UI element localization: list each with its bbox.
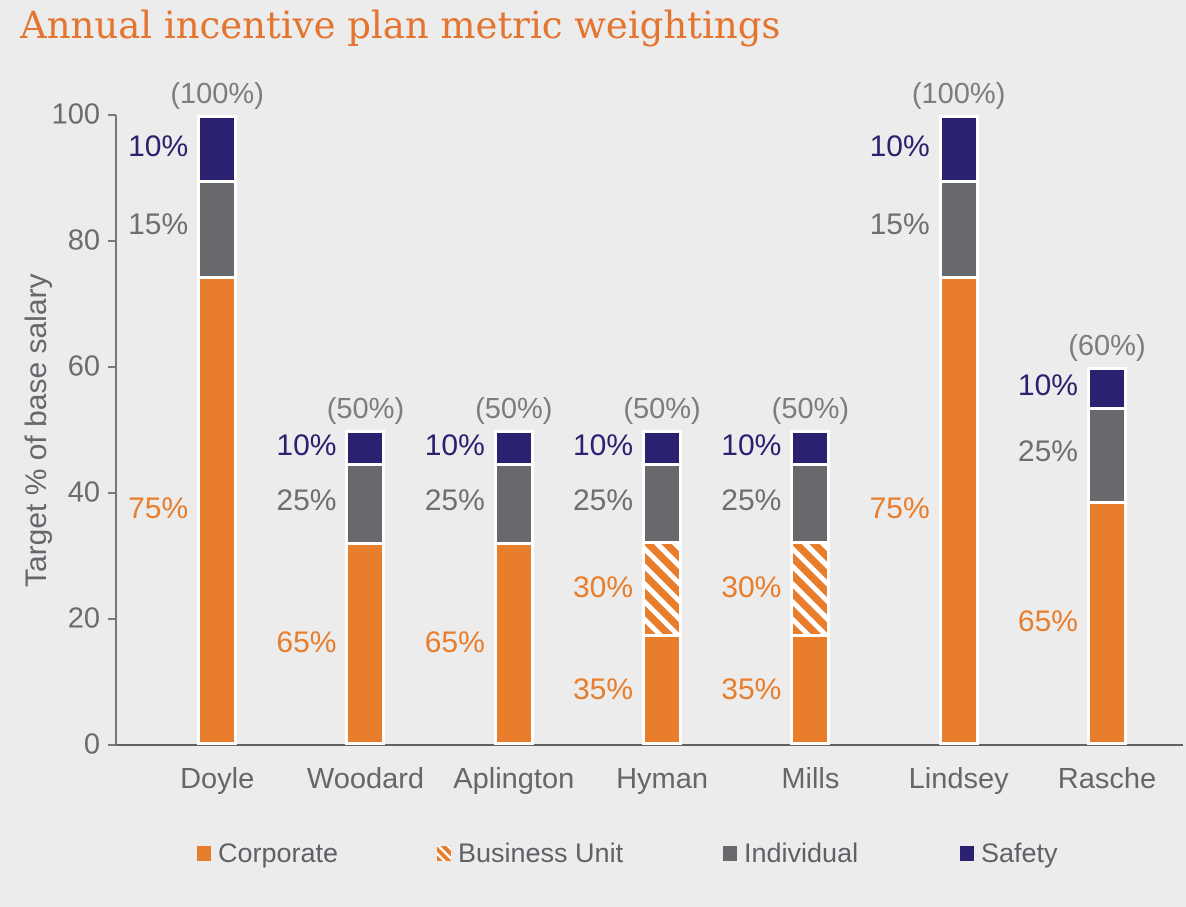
y-tick-mark: [108, 744, 116, 746]
bar-hyman: [642, 430, 683, 745]
bar-rasche: [1086, 367, 1127, 745]
segment-label-corporate-woodard: 65%: [276, 625, 337, 659]
bar-woodard: [345, 430, 386, 745]
bar-segment-corporate: [941, 278, 976, 742]
bar-segment-individual: [793, 466, 828, 541]
bar-segment-corporate: [496, 545, 531, 742]
legend: Corporate Business Unit Individual Safety: [0, 838, 1186, 870]
bar-segment-individual: [496, 466, 531, 543]
legend-swatch-corporate-icon: [197, 846, 211, 861]
y-tick-mark: [108, 240, 116, 242]
y-tick-mark: [108, 618, 116, 620]
y-axis-line: [115, 115, 117, 745]
x-axis-labels: Doyle Woodard Aplington Hyman Mills Lindsey Ra…: [0, 763, 1186, 799]
total-label-aplington: (50%): [475, 393, 553, 425]
y-tick-mark: [108, 492, 116, 494]
total-label-lindsey: (100%): [911, 78, 1006, 110]
x-tick-label-doyle: Doyle: [180, 763, 255, 795]
legend-item-corporate: Corporate: [197, 838, 338, 869]
segment-label-corporate-aplington: 65%: [424, 625, 485, 659]
bar-segment-safety: [348, 433, 383, 464]
bar-segment-business-unit: [793, 544, 828, 634]
total-label-hyman: (50%): [623, 393, 701, 425]
legend-item-safety: Safety: [960, 838, 1058, 869]
x-tick-label-aplington: Aplington: [453, 763, 575, 795]
segment-label-safety-lindsey: 10%: [869, 129, 930, 163]
bar-segment-individual: [200, 182, 235, 276]
total-label-woodard: (50%): [326, 393, 405, 425]
segment-label-safety-woodard: 10%: [276, 428, 337, 462]
y-tick-label-100: 100: [51, 98, 100, 131]
y-tick-label-20: 20: [67, 602, 100, 635]
x-axis-line: [115, 744, 1183, 746]
bar-aplington: [493, 430, 534, 745]
legend-label-corporate: Corporate: [218, 838, 339, 868]
total-label-rasche: (60%): [1068, 330, 1146, 362]
bar-segment-corporate: [793, 637, 828, 742]
legend-item-individual: Individual: [723, 838, 858, 869]
y-tick-mark: [108, 366, 116, 368]
x-tick-label-hyman: Hyman: [616, 763, 708, 795]
bar-segment-corporate: [645, 637, 680, 742]
legend-item-business-unit: Business Unit: [437, 838, 623, 869]
segment-label-individual-aplington: 25%: [424, 483, 485, 517]
segment-label-individual-lindsey: 15%: [869, 208, 930, 242]
segment-label-business-unit-mills: 30%: [721, 570, 782, 604]
segment-label-individual-rasche: 25%: [1017, 435, 1078, 469]
y-tick-label-60: 60: [67, 350, 100, 383]
bar-segment-corporate: [200, 278, 235, 742]
chart-title: Annual incentive plan metric weightings: [20, 4, 781, 47]
y-tick-label-40: 40: [67, 476, 100, 509]
legend-label-individual: Individual: [744, 838, 859, 868]
segment-label-corporate-hyman: 35%: [573, 672, 634, 706]
segment-label-safety-mills: 10%: [721, 428, 782, 462]
legend-swatch-safety-icon: [960, 846, 974, 861]
bar-segment-business-unit: [645, 544, 680, 634]
bar-mills: [790, 430, 831, 745]
bar-doyle: [197, 115, 238, 745]
segment-label-corporate-rasche: 65%: [1017, 605, 1078, 639]
segment-label-safety-aplington: 10%: [424, 428, 485, 462]
x-tick-label-mills: Mills: [781, 763, 840, 795]
total-label-doyle: (100%): [170, 78, 264, 110]
legend-swatch-individual-icon: [723, 846, 737, 861]
segment-label-individual-hyman: 25%: [573, 483, 634, 517]
x-tick-label-woodard: Woodard: [306, 763, 425, 795]
bar-segment-safety: [200, 118, 235, 180]
segment-label-safety-doyle: 10%: [128, 129, 189, 163]
bar-lindsey: [938, 115, 979, 745]
plot-area: 0 20 40 60 80 100 75% 15% 10% (100%) 65% 25% 10% (50%…: [0, 78, 1186, 761]
legend-swatch-business-unit-icon: [437, 846, 451, 861]
segment-label-safety-rasche: 10%: [1017, 368, 1078, 402]
segment-label-individual-mills: 25%: [721, 483, 782, 517]
bar-segment-safety: [496, 433, 531, 464]
x-tick-label-lindsey: Lindsey: [908, 763, 1009, 795]
x-tick-label-rasche: Rasche: [1057, 763, 1157, 795]
segment-label-safety-hyman: 10%: [573, 428, 634, 462]
segment-label-corporate-doyle: 75%: [128, 491, 189, 525]
bar-segment-safety: [793, 433, 828, 463]
segment-label-corporate-lindsey: 75%: [869, 491, 930, 525]
bar-segment-safety: [941, 118, 976, 180]
y-tick-label-80: 80: [67, 224, 100, 257]
bar-segment-corporate: [1089, 504, 1124, 742]
bar-segment-safety: [645, 433, 680, 463]
segment-label-individual-doyle: 15%: [128, 208, 189, 242]
y-tick-mark: [108, 114, 116, 116]
total-label-mills: (50%): [771, 393, 850, 425]
bar-segment-corporate: [348, 545, 383, 742]
segment-label-business-unit-hyman: 30%: [573, 570, 634, 604]
bar-segment-individual: [348, 466, 383, 543]
y-tick-label-0: 0: [83, 728, 100, 761]
bar-segment-individual: [1089, 409, 1124, 502]
bar-segment-individual: [941, 182, 976, 276]
bar-segment-safety: [1089, 370, 1124, 407]
legend-label-safety: Safety: [981, 838, 1058, 868]
segment-label-individual-woodard: 25%: [276, 483, 337, 517]
segment-label-corporate-mills: 35%: [721, 672, 782, 706]
legend-label-business-unit: Business Unit: [458, 838, 624, 868]
bar-segment-individual: [645, 466, 680, 541]
